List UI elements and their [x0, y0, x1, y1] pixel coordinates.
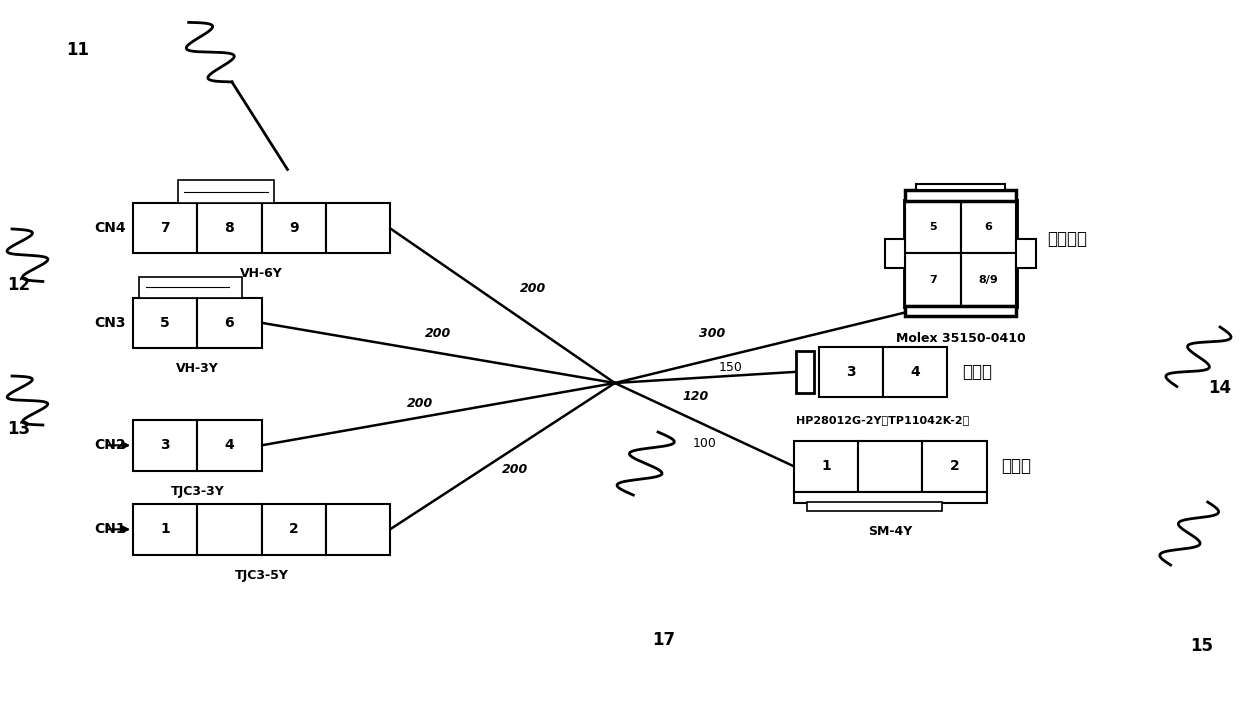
Text: CN2: CN2 — [94, 439, 125, 452]
Bar — [923, 441, 987, 491]
Text: 200: 200 — [425, 328, 451, 340]
Bar — [916, 184, 1006, 191]
Bar — [905, 306, 1017, 316]
Bar — [961, 201, 1017, 254]
Bar — [197, 504, 262, 555]
Text: TJC3-5Y: TJC3-5Y — [234, 569, 289, 581]
Text: 200: 200 — [408, 397, 434, 411]
Bar — [179, 181, 274, 203]
Bar — [1017, 239, 1037, 268]
Text: 8/9: 8/9 — [978, 275, 998, 285]
Text: 7: 7 — [160, 221, 170, 236]
Text: 13: 13 — [7, 420, 31, 437]
Text: 11: 11 — [66, 41, 89, 60]
Text: 4: 4 — [910, 365, 920, 379]
Text: 15: 15 — [1190, 637, 1213, 654]
Text: 电源压机: 电源压机 — [1047, 231, 1087, 248]
Bar — [858, 441, 923, 491]
Bar — [961, 254, 1017, 306]
Text: Molex 35150-0410: Molex 35150-0410 — [895, 332, 1025, 345]
Text: CN4: CN4 — [94, 221, 125, 236]
Text: 6: 6 — [985, 222, 992, 232]
Text: SM-4Y: SM-4Y — [868, 524, 913, 538]
Text: 1: 1 — [160, 522, 170, 536]
Text: 100: 100 — [692, 437, 717, 451]
Bar — [133, 420, 197, 470]
Text: 9: 9 — [289, 221, 299, 236]
Bar — [794, 441, 858, 491]
Text: 4: 4 — [224, 439, 234, 452]
Bar — [133, 297, 197, 348]
Bar — [883, 347, 947, 397]
Bar — [197, 297, 262, 348]
Text: VH-3Y: VH-3Y — [176, 362, 218, 375]
Text: 6: 6 — [224, 316, 234, 330]
Bar — [905, 201, 961, 254]
Text: 120: 120 — [683, 390, 709, 403]
Bar — [807, 502, 941, 510]
Bar — [796, 351, 813, 393]
Bar — [905, 201, 1017, 306]
Text: 200: 200 — [502, 463, 528, 476]
Text: 14: 14 — [1208, 379, 1231, 397]
Text: 7: 7 — [929, 275, 936, 285]
Text: 150: 150 — [718, 361, 743, 374]
Bar — [262, 504, 326, 555]
Bar — [133, 203, 197, 254]
Text: 显示板: 显示板 — [1002, 458, 1032, 475]
Bar — [326, 504, 391, 555]
Text: 17: 17 — [652, 631, 676, 649]
Text: VH-6Y: VH-6Y — [241, 267, 283, 280]
Text: 门开关: 门开关 — [962, 363, 992, 381]
Text: 5: 5 — [160, 316, 170, 330]
Bar — [326, 203, 391, 254]
Text: 300: 300 — [699, 327, 725, 340]
Text: CN3: CN3 — [94, 316, 125, 330]
Bar — [885, 239, 905, 268]
Bar — [197, 203, 262, 254]
Bar — [794, 491, 987, 503]
Text: 200: 200 — [520, 282, 547, 295]
Text: CN1: CN1 — [94, 522, 125, 536]
Text: 8: 8 — [224, 221, 234, 236]
Bar — [133, 504, 197, 555]
Bar — [905, 191, 1017, 201]
Bar — [905, 254, 961, 306]
Bar — [818, 347, 883, 397]
Text: TJC3-3Y: TJC3-3Y — [170, 484, 224, 498]
Text: 12: 12 — [7, 276, 31, 294]
Text: 2: 2 — [289, 522, 299, 536]
Text: 1: 1 — [821, 459, 831, 473]
Text: 2: 2 — [950, 459, 960, 473]
Text: HP28012G-2Y（TP11042K-2）: HP28012G-2Y（TP11042K-2） — [796, 415, 970, 425]
Text: 3: 3 — [160, 439, 170, 452]
Text: 3: 3 — [846, 365, 856, 379]
Bar — [139, 278, 242, 297]
Bar — [197, 420, 262, 470]
Bar — [262, 203, 326, 254]
Text: 5: 5 — [929, 222, 936, 232]
